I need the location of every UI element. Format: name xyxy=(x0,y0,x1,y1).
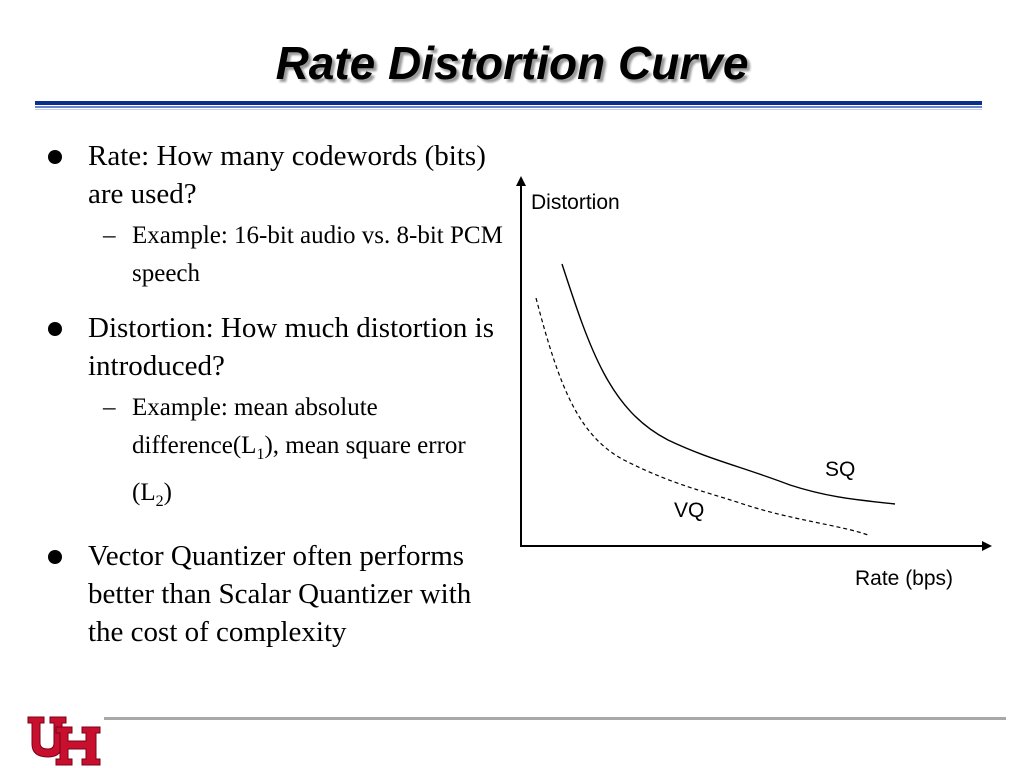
sub-bullet-text-part: ) xyxy=(163,479,172,506)
dash-icon: – xyxy=(103,394,116,421)
bullet-dot-icon xyxy=(48,322,62,336)
bullet-text: Distortion: How much distortion is intro… xyxy=(88,312,494,382)
x-axis-label: Rate (bps) xyxy=(855,567,953,590)
vq-curve-label: VQ xyxy=(674,499,704,522)
bullet-dot-icon xyxy=(48,550,62,564)
y-axis-label: Distortion xyxy=(531,191,620,214)
sub-bullet-item: – Example: mean absolute difference(L1),… xyxy=(48,389,503,521)
uh-logo-icon xyxy=(27,716,101,766)
title-underline-tertiary xyxy=(35,109,982,110)
rate-distortion-diagram: Distortion Rate (bps) SQ VQ xyxy=(516,176,992,590)
sq-curve-label: SQ xyxy=(825,458,855,481)
bullet-item: Rate: How many codewords (bits) are used… xyxy=(48,137,503,293)
sub-bullet-text: Example: 16-bit audio vs. 8-bit PCM spee… xyxy=(132,222,503,287)
slide-title: Rate Distortion Curve xyxy=(275,37,749,89)
bullet-item: Distortion: How much distortion is intro… xyxy=(48,309,503,521)
sub-bullet-text-part: ), mean square error (L xyxy=(132,432,466,506)
sq-curve xyxy=(561,263,896,505)
dash-icon: – xyxy=(103,222,116,249)
bullet-item: Vector Quantizer often performs better t… xyxy=(48,537,503,651)
footer-divider xyxy=(104,717,1006,720)
subscript: 2 xyxy=(155,493,164,510)
subscript: 1 xyxy=(256,446,265,463)
sub-bullet-text-part: Example: mean absolute difference(L xyxy=(132,394,378,459)
title-underline-secondary xyxy=(35,106,982,108)
bullet-dot-icon xyxy=(48,150,62,164)
title-underline xyxy=(35,101,982,105)
bullet-list: Rate: How many codewords (bits) are used… xyxy=(48,137,503,667)
bullet-text: Vector Quantizer often performs better t… xyxy=(88,540,472,648)
vq-curve xyxy=(535,297,869,536)
bullet-text: Rate: How many codewords (bits) are used… xyxy=(88,140,486,210)
sub-bullet-item: – Example: 16-bit audio vs. 8-bit PCM sp… xyxy=(48,217,503,293)
